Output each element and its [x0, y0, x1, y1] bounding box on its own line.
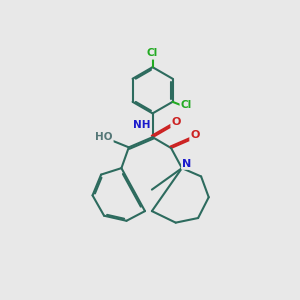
Text: N: N — [182, 158, 192, 169]
Text: O: O — [190, 130, 200, 140]
Text: HO: HO — [95, 132, 112, 142]
Text: NH: NH — [133, 120, 150, 130]
Text: Cl: Cl — [181, 100, 192, 110]
Text: O: O — [172, 117, 181, 127]
Text: Cl: Cl — [147, 48, 158, 58]
